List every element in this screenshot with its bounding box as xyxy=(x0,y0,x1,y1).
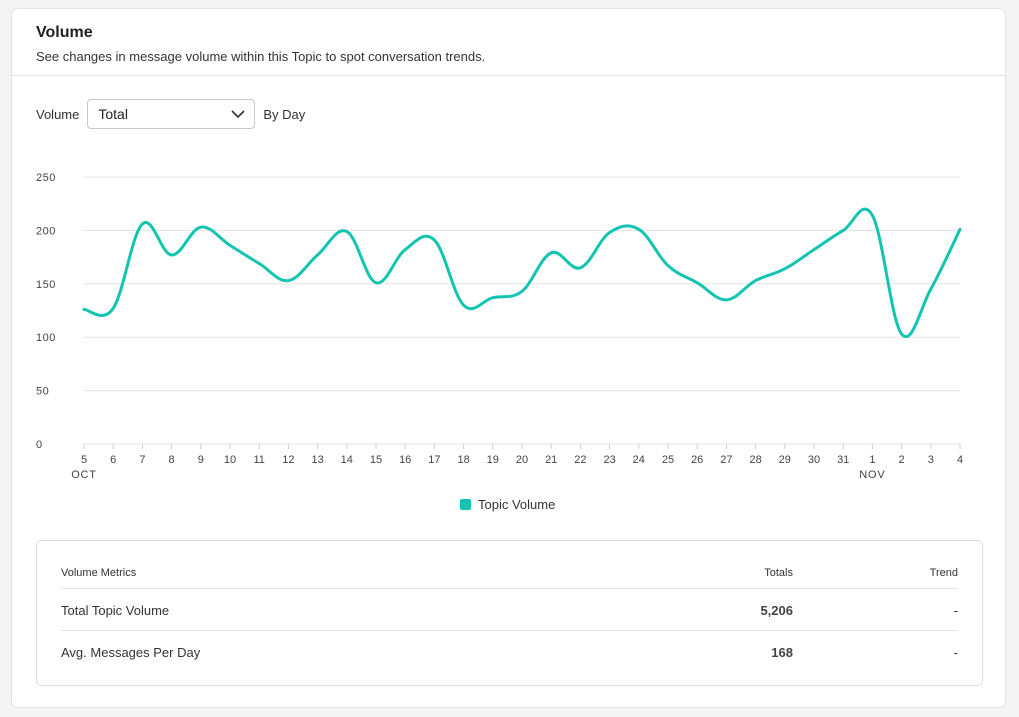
x-tick-label: 2 xyxy=(899,454,905,466)
volume-metrics-table: Volume Metrics Totals Trend Total Topic … xyxy=(36,540,983,686)
x-tick-label: 5 xyxy=(81,454,87,466)
y-tick-label: 200 xyxy=(36,225,56,237)
chart-legend[interactable]: Topic Volume xyxy=(460,497,555,512)
table-row: Avg. Messages Per Day 168 - xyxy=(61,630,958,673)
series-line-topic-volume xyxy=(82,207,962,339)
x-tick-label: 1 xyxy=(869,454,875,466)
metric-trend: - xyxy=(953,644,958,660)
metric-name: Avg. Messages Per Day xyxy=(61,644,201,660)
volume-type-select-value: Total xyxy=(98,106,128,122)
x-tick-label: 17 xyxy=(428,454,440,466)
x-tick-label: 19 xyxy=(487,454,499,466)
card-subtitle: See changes in message volume within thi… xyxy=(36,49,486,64)
volume-card: Volume See changes in message volume wit… xyxy=(11,8,1006,708)
x-tick-label: 6 xyxy=(110,454,116,466)
x-tick-label: 13 xyxy=(311,454,323,466)
x-tick-label: 26 xyxy=(691,454,703,466)
x-tick-label: 12 xyxy=(282,454,294,466)
volume-type-select[interactable]: Total xyxy=(87,99,256,129)
x-tick-label: 24 xyxy=(633,454,645,466)
metric-total: 5,206 xyxy=(760,602,793,618)
legend-label: Topic Volume xyxy=(478,497,556,512)
x-tick-label: 9 xyxy=(198,454,204,466)
y-tick-label: 250 xyxy=(36,172,56,184)
period-label: By Day xyxy=(263,106,306,122)
x-tick-label: 20 xyxy=(516,454,528,466)
metrics-header-totals: Totals xyxy=(764,567,793,579)
metrics-header-row: Volume Metrics Totals Trend xyxy=(61,563,958,583)
x-tick-label: 18 xyxy=(457,454,469,466)
x-tick-label: 16 xyxy=(399,454,411,466)
metric-trend: - xyxy=(953,602,958,618)
x-month-label: NOV xyxy=(859,469,885,481)
x-tick-label: 28 xyxy=(749,454,761,466)
chevron-down-icon xyxy=(230,109,246,119)
x-tick-label: 7 xyxy=(139,454,145,466)
x-tick-label: 15 xyxy=(370,454,382,466)
x-tick-label: 31 xyxy=(837,454,849,466)
x-tick-label: 4 xyxy=(957,454,963,466)
table-row: Total Topic Volume 5,206 - xyxy=(61,588,958,631)
card-title: Volume xyxy=(36,24,93,41)
metrics-header-trend: Trend xyxy=(929,567,958,579)
metric-total: 168 xyxy=(771,644,793,660)
legend-swatch xyxy=(460,499,471,510)
x-tick-label: 23 xyxy=(603,454,615,466)
volume-label: Volume xyxy=(36,106,80,122)
y-tick-label: 100 xyxy=(36,332,56,344)
x-month-label: OCT xyxy=(71,469,97,481)
y-tick-label: 50 xyxy=(36,386,49,398)
x-tick-label: 29 xyxy=(779,454,791,466)
metrics-header-name: Volume Metrics xyxy=(61,567,137,579)
x-tick-label: 8 xyxy=(169,454,175,466)
y-tick-label: 150 xyxy=(36,279,56,291)
chart-controls: Volume Total By Day xyxy=(36,99,305,129)
metric-name: Total Topic Volume xyxy=(61,602,170,618)
x-tick-label: 3 xyxy=(928,454,934,466)
x-tick-label: 14 xyxy=(341,454,353,466)
x-tick-label: 22 xyxy=(574,454,586,466)
x-tick-label: 27 xyxy=(720,454,732,466)
x-tick-label: 11 xyxy=(253,454,264,466)
x-tick-label: 10 xyxy=(224,454,236,466)
card-header: Volume See changes in message volume wit… xyxy=(12,9,1005,76)
x-tick-label: 30 xyxy=(808,454,820,466)
x-tick-label: 25 xyxy=(662,454,674,466)
x-tick-label: 21 xyxy=(545,454,557,466)
y-tick-label: 0 xyxy=(36,439,43,451)
